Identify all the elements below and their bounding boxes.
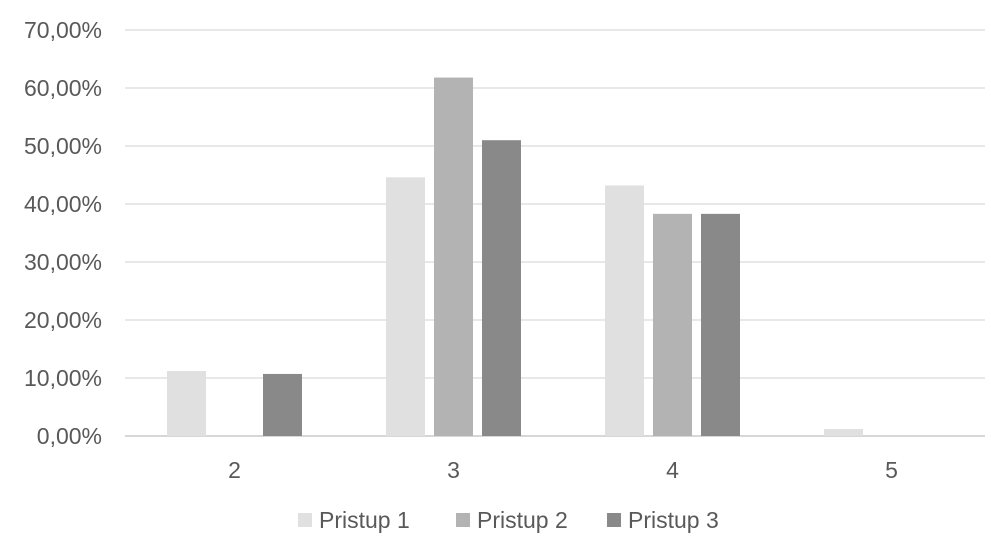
x-tick-label: 3 xyxy=(447,457,460,483)
legend-label: Pristup 2 xyxy=(477,507,568,533)
bar-pristup-1-4 xyxy=(605,185,644,436)
y-tick-label: 60,00% xyxy=(24,75,102,101)
bar-pristup-1-3 xyxy=(386,177,425,436)
x-tick-label: 4 xyxy=(666,457,679,483)
x-axis-tick-labels: 2 3 4 5 xyxy=(228,457,898,483)
bar-pristup-3-3 xyxy=(482,140,521,436)
bar-pristup-1-5 xyxy=(824,429,863,436)
legend-swatch xyxy=(607,513,621,527)
legend-item: Pristup 3 xyxy=(607,507,719,533)
legend-swatch xyxy=(298,513,312,527)
bar-pristup-3-4 xyxy=(701,213,740,436)
x-tick-label: 5 xyxy=(885,457,898,483)
bars xyxy=(167,77,863,436)
bar-pristup-2-4 xyxy=(653,213,692,436)
y-tick-label: 20,00% xyxy=(24,307,102,333)
legend: Pristup 1 Pristup 2 Pristup 3 xyxy=(298,507,719,533)
y-axis-tick-labels: 0,00% 10,00% 20,00% 30,00% 40,00% 50,00% 60,00… xyxy=(24,17,102,449)
y-tick-label: 50,00% xyxy=(24,133,102,159)
bar-pristup-3-2 xyxy=(263,373,302,436)
bar-pristup-2-3 xyxy=(434,77,473,436)
bar-pristup-1-2 xyxy=(167,371,206,436)
y-tick-label: 0,00% xyxy=(37,423,102,449)
x-tick-label: 2 xyxy=(228,457,241,483)
y-tick-label: 70,00% xyxy=(24,17,102,43)
legend-swatch xyxy=(456,513,470,527)
y-tick-label: 30,00% xyxy=(24,249,102,275)
legend-item: Pristup 2 xyxy=(456,507,568,533)
gridlines xyxy=(125,29,985,437)
legend-label: Pristup 3 xyxy=(628,507,719,533)
y-tick-label: 10,00% xyxy=(24,365,102,391)
y-tick-label: 40,00% xyxy=(24,191,102,217)
legend-item: Pristup 1 xyxy=(298,507,410,533)
legend-label: Pristup 1 xyxy=(319,507,410,533)
